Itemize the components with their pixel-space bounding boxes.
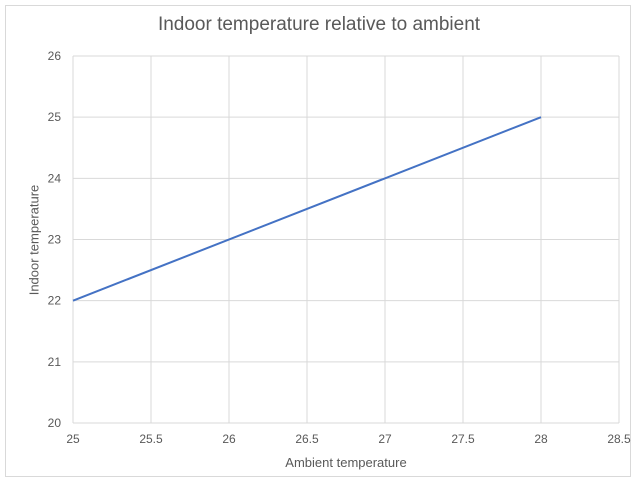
x-axis-label: Ambient temperature: [285, 455, 407, 470]
x-tick-label: 28: [534, 432, 548, 446]
y-axis-label: Indoor temperature: [26, 184, 42, 296]
y-tick-label: 20: [48, 416, 62, 430]
y-tick-label: 24: [48, 171, 62, 185]
x-tick-label: 25.5: [139, 432, 163, 446]
chart-area: [5, 5, 631, 477]
y-tick-label: 21: [48, 355, 62, 369]
x-tick-label: 27.5: [451, 432, 475, 446]
series-line: [72, 116, 542, 302]
x-tick-label: 27: [378, 432, 392, 446]
y-tick-label: 23: [48, 233, 62, 247]
x-tick-label: 26.5: [295, 432, 319, 446]
x-tick-label: 25: [66, 432, 80, 446]
y-tick-label: 25: [48, 110, 62, 124]
y-tick-label: 22: [48, 294, 62, 308]
y-tick-label: 26: [48, 49, 62, 63]
x-tick-label: 26: [222, 432, 236, 446]
x-tick-label: 28.5: [607, 432, 631, 446]
chart-title: Indoor temperature relative to ambient: [157, 14, 481, 35]
